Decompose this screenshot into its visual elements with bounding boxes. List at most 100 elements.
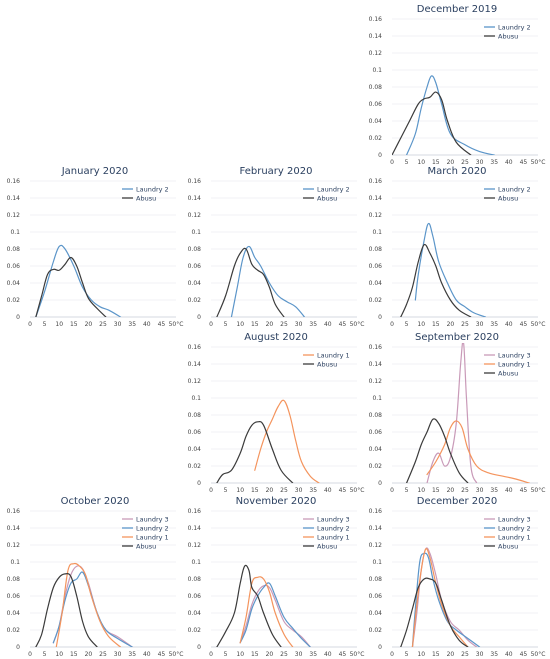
x-tick-label: 0 <box>28 651 32 658</box>
y-tick-label: 0.06 <box>369 263 383 270</box>
y-tick-label: 0.08 <box>7 576 21 583</box>
y-tick-label: 0.02 <box>188 627 202 634</box>
y-tick-label: 0.1 <box>191 395 201 402</box>
x-tick-label: 35 <box>128 651 136 658</box>
x-tick-label: 15 <box>432 487 440 494</box>
y-tick-label: 0.06 <box>7 593 21 600</box>
y-tick-label: 0.12 <box>369 378 383 385</box>
x-tick-label: 10 <box>417 321 425 328</box>
y-tick-label: 0.08 <box>188 246 202 253</box>
y-tick-label: 0.1 <box>10 559 20 566</box>
y-tick-label: 0 <box>197 644 201 651</box>
series-line-laundry-2 <box>414 222 487 317</box>
x-tick-label: 50°C <box>350 321 365 328</box>
x-tick-label: 50°C <box>350 487 365 494</box>
y-tick-label: 0.14 <box>7 525 21 532</box>
x-tick-label: 0 <box>209 651 213 658</box>
y-tick-label: 0.02 <box>369 135 383 142</box>
y-tick-label: 0.04 <box>188 446 202 453</box>
series-line-abusu <box>35 256 107 317</box>
legend-label: Laundry 1 <box>498 360 531 368</box>
x-tick-label: 45 <box>158 651 166 658</box>
legend-label: Abusu <box>498 369 518 377</box>
x-tick-label: 40 <box>143 651 151 658</box>
y-tick-label: 0 <box>16 644 20 651</box>
series-line-laundry-1 <box>239 576 294 647</box>
x-tick-label: 15 <box>432 159 440 166</box>
subplot-5: September 2020 0 0.02 0.04 0.06 0.08 0.1 0.12 0.… <box>369 332 546 494</box>
y-tick-label: 0.16 <box>188 344 202 351</box>
y-tick-label: 0.12 <box>7 542 21 549</box>
x-tick-label: 15 <box>70 651 78 658</box>
x-tick-label: 25 <box>461 651 469 658</box>
x-tick-label: 45 <box>158 321 166 328</box>
y-tick-label: 0.16 <box>369 508 383 515</box>
x-tick-label: 35 <box>490 159 498 166</box>
x-tick-label: 15 <box>432 321 440 328</box>
y-tick-label: 0.16 <box>7 178 21 185</box>
x-tick-label: 0 <box>390 487 394 494</box>
y-tick-label: 0.14 <box>369 361 383 368</box>
y-tick-label: 0.02 <box>7 297 21 304</box>
y-tick-label: 0.06 <box>188 263 202 270</box>
x-tick-label: 0 <box>390 159 394 166</box>
x-tick-label: 25 <box>461 159 469 166</box>
series-line-abusu <box>392 91 472 155</box>
x-tick-label: 25 <box>280 651 288 658</box>
x-tick-label: 20 <box>266 321 274 328</box>
x-tick-label: 45 <box>339 487 347 494</box>
y-tick-label: 0.1 <box>10 229 20 236</box>
legend-label: Abusu <box>498 32 518 40</box>
x-tick-label: 40 <box>505 321 513 328</box>
x-tick-label: 50°C <box>531 321 546 328</box>
y-tick-label: 0.02 <box>369 297 383 304</box>
x-tick-label: 5 <box>405 487 409 494</box>
x-tick-label: 20 <box>85 321 93 328</box>
x-tick-label: 30 <box>476 321 484 328</box>
legend-label: Laundry 1 <box>498 533 531 541</box>
y-tick-label: 0.12 <box>369 50 383 57</box>
subplot-7: November 2020 0 0.02 0.04 0.06 0.08 0.1 0.12 0.1… <box>188 496 365 658</box>
y-tick-label: 0.06 <box>369 593 383 600</box>
x-tick-label: 5 <box>224 321 228 328</box>
x-tick-label: 10 <box>236 651 244 658</box>
legend-label: Laundry 2 <box>317 185 350 193</box>
series-line-abusu <box>400 577 469 647</box>
y-tick-label: 0 <box>197 480 201 487</box>
x-tick-label: 25 <box>461 321 469 328</box>
subplot-8: December 2020 0 0.02 0.04 0.06 0.08 0.1 0.12 0.1… <box>369 496 546 658</box>
series-line-abusu <box>216 564 282 647</box>
legend-label: Laundry 1 <box>317 351 350 359</box>
x-tick-label: 0 <box>209 487 213 494</box>
subplot-1: January 2020 0 0.02 0.04 0.06 0.08 0.1 0.12 0.14… <box>7 166 184 328</box>
x-tick-label: 10 <box>55 651 63 658</box>
subplot-0: December 2019 0 0.02 0.04 0.06 0.08 0.1 0.12 0.1… <box>369 4 546 166</box>
series-line-abusu <box>400 243 472 317</box>
y-tick-label: 0.12 <box>188 378 202 385</box>
x-tick-label: 40 <box>505 159 513 166</box>
y-tick-label: 0.12 <box>188 212 202 219</box>
series-line-laundry-1 <box>426 420 530 483</box>
x-tick-label: 20 <box>266 651 274 658</box>
legend-label: Abusu <box>317 360 337 368</box>
y-tick-label: 0.1 <box>191 559 201 566</box>
x-tick-label: 40 <box>505 487 513 494</box>
y-tick-label: 0.1 <box>191 229 201 236</box>
x-tick-label: 50°C <box>531 651 546 658</box>
y-tick-label: 0.14 <box>369 525 383 532</box>
subplot-title: August 2020 <box>244 332 308 343</box>
y-tick-label: 0 <box>378 314 382 321</box>
subplot-4: August 2020 0 0.02 0.04 0.06 0.08 0.1 0.12 0.14 0… <box>188 332 365 494</box>
x-tick-label: 5 <box>43 651 47 658</box>
series-line-abusu <box>216 247 285 317</box>
legend-label: Abusu <box>317 194 337 202</box>
y-tick-label: 0.04 <box>369 118 383 125</box>
y-tick-label: 0.08 <box>7 246 21 253</box>
x-tick-label: 40 <box>324 321 332 328</box>
x-tick-label: 5 <box>405 321 409 328</box>
y-tick-label: 0.04 <box>369 280 383 287</box>
x-tick-label: 35 <box>309 651 317 658</box>
legend-label: Laundry 2 <box>498 23 531 31</box>
x-tick-label: 10 <box>417 651 425 658</box>
x-tick-label: 25 <box>280 487 288 494</box>
